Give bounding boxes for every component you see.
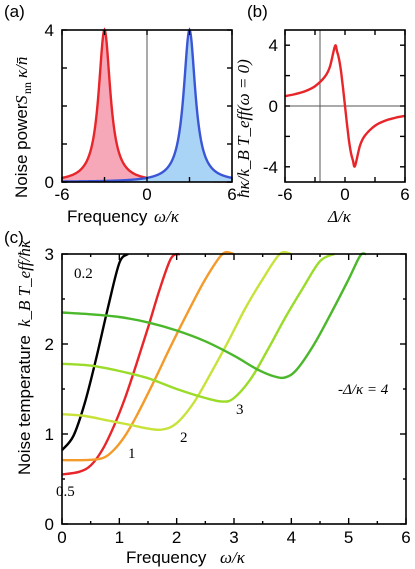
panel-c-ytick-label: 1 <box>45 425 54 444</box>
panel-a-xtick-label: 0 <box>142 185 151 204</box>
series-label-4: -Δ/κ = 4 <box>338 382 389 398</box>
panel-c-curves <box>61 250 367 476</box>
series-label-0.2: 0.2 <box>74 266 93 282</box>
panel-a-fill-1 <box>62 30 232 182</box>
panel-a-ytick-label: 0 <box>45 173 54 192</box>
panel-b-ytick-label: 0 <box>269 97 278 116</box>
panel-b: (b) -6 0 6 4 0 -4 Δ/κ ħκ/k_B T_eff(ω = 0) <box>234 2 410 226</box>
series-label-2: 2 <box>180 430 188 446</box>
panel-c-xtick-label: 3 <box>229 528 238 547</box>
panel-c-xtick-label: 4 <box>287 528 296 547</box>
panel-a-fill-0 <box>62 30 232 182</box>
panel-c-xtick-label: 6 <box>401 528 410 547</box>
panel-a-ylabel: Noise power S nn κ/n̄ <box>12 57 34 198</box>
series-label-1: 1 <box>128 446 136 462</box>
panel-c-xtick-label: 2 <box>172 528 181 547</box>
panel-a-ylabel-tail: κ/n̄ <box>12 57 31 78</box>
panel-c-xlabel: Frequency <box>126 548 207 567</box>
panel-a-xlabel: Frequency <box>67 207 148 226</box>
panel-c-xtick-label: 1 <box>115 528 124 547</box>
panel-b-ytick-label: 4 <box>269 36 278 55</box>
panel-b-ytick-label: -4 <box>263 158 278 177</box>
panel-c-ylabel-text: Noise temperature <box>15 335 34 475</box>
panel-c-line-3 <box>61 252 335 403</box>
panel-b-ticks: -6 0 6 4 0 -4 <box>263 30 410 204</box>
panel-a-xtick-label: 6 <box>227 185 236 204</box>
panel-c: (c) 0 1 2 3 4 5 6 0 1 2 3 0.2 0.5 1 2 3 -Δ/κ = 4 F… <box>4 228 411 567</box>
panel-a-ticks: -6 0 604 <box>45 21 237 204</box>
panel-c-xtick-label: 0 <box>57 528 66 547</box>
panel-a-ylabel-var: S <box>12 95 31 104</box>
panel-c-ytick-label: 2 <box>45 335 54 354</box>
panel-b-curves <box>284 44 406 168</box>
panel-c-line-0.2 <box>61 253 129 451</box>
panel-c-line-0.5 <box>61 252 181 476</box>
panel-a: (a) -6 0 604 Frequency ω/κ Noise power S n… <box>4 2 237 226</box>
series-label-3: 3 <box>236 402 244 418</box>
panel-b-xlabel: Δ/κ <box>327 207 352 226</box>
panel-a-ylabel-text: Noise power <box>12 103 31 198</box>
panel-a-ytick-label: 4 <box>45 21 54 40</box>
panel-c-line-2 <box>61 250 292 432</box>
panel-c-xtick-label: 5 <box>344 528 353 547</box>
panel-c-xlabel-var: ω/κ <box>220 548 246 567</box>
panel-a-xtick-label: -6 <box>54 185 69 204</box>
panel-c-ticks: 0 1 2 3 4 5 6 0 1 2 3 <box>45 245 411 547</box>
panel-c-line-4 <box>61 252 367 380</box>
panel-a-ylabel-sub: nn <box>20 82 34 94</box>
panel-c-ylabel-var: k_B T_eff/ħκ <box>15 239 34 327</box>
panel-a-label: (a) <box>4 2 25 21</box>
panel-b-xtick-label: 0 <box>340 185 349 204</box>
panel-b-ylabel: ħκ/k_B T_eff(ω = 0) <box>234 59 253 198</box>
panel-c-ylabel: Noise temperature k_B T_eff/ħκ <box>15 239 34 475</box>
series-label-0.5: 0.5 <box>56 484 75 500</box>
panel-a-xlabel-var: ω/κ <box>154 207 180 226</box>
panel-b-line-0 <box>284 44 406 168</box>
panel-c-line-1 <box>61 250 235 462</box>
panel-c-ytick-label: 3 <box>45 245 54 264</box>
panel-b-label: (b) <box>247 2 268 21</box>
panel-c-ytick-label: 0 <box>45 515 54 534</box>
panel-b-xtick-label: -6 <box>277 185 292 204</box>
panel-c-label: (c) <box>4 228 24 247</box>
panel-b-xtick-label: 6 <box>400 185 409 204</box>
